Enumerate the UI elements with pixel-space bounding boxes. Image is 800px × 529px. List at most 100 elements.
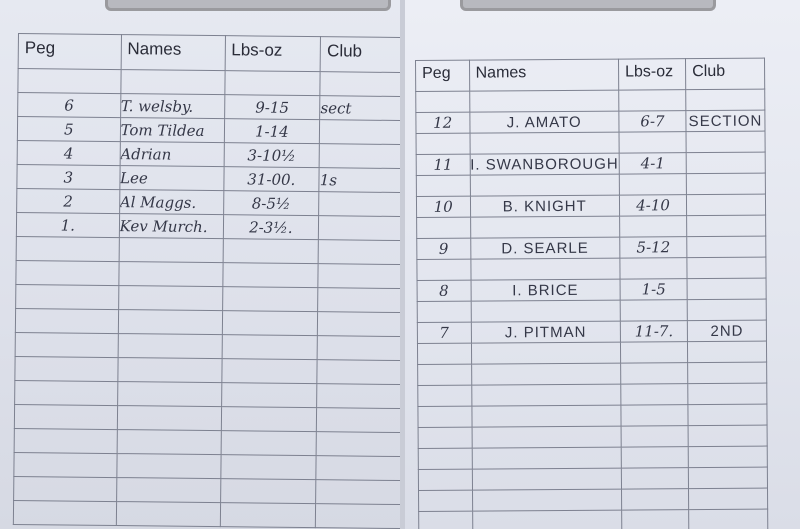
empty-cell bbox=[17, 68, 121, 94]
weight-cell: 9-15 bbox=[224, 94, 321, 120]
empty-cell bbox=[417, 385, 472, 407]
weight-cell: 1-5 bbox=[619, 278, 688, 301]
weight-cell: 5-12 bbox=[619, 236, 688, 259]
empty-cell bbox=[417, 364, 472, 386]
empty-cell bbox=[14, 356, 118, 382]
weight-cell: 1-14 bbox=[223, 118, 320, 144]
empty-cell bbox=[418, 427, 472, 449]
names-header: Names bbox=[469, 59, 619, 92]
empty-row bbox=[13, 500, 400, 529]
club-cell bbox=[319, 119, 400, 145]
empty-cell bbox=[618, 131, 687, 154]
weight-cell: 4-10 bbox=[619, 194, 687, 217]
empty-cell bbox=[469, 132, 620, 155]
empty-cell bbox=[472, 510, 622, 529]
peg-cell: 12 bbox=[415, 112, 470, 134]
empty-row bbox=[415, 89, 765, 113]
weight-cell: 6-7 bbox=[618, 110, 687, 133]
empty-row bbox=[416, 257, 767, 281]
empty-cell bbox=[621, 425, 689, 448]
empty-cell bbox=[621, 509, 689, 529]
empty-cell bbox=[220, 478, 317, 504]
empty-cell bbox=[317, 359, 400, 385]
empty-cell bbox=[469, 90, 619, 113]
empty-cell bbox=[619, 215, 687, 238]
club-cell bbox=[686, 236, 766, 258]
empty-cell bbox=[418, 469, 473, 491]
peg-cell: 10 bbox=[416, 196, 471, 218]
club-cell bbox=[319, 143, 400, 169]
empty-cell bbox=[317, 311, 400, 337]
empty-cell bbox=[220, 454, 317, 480]
empty-row bbox=[418, 425, 768, 449]
empty-cell bbox=[470, 258, 620, 281]
empty-cell bbox=[621, 467, 689, 490]
empty-cell bbox=[471, 468, 622, 491]
empty-row bbox=[418, 509, 768, 529]
empty-cell bbox=[13, 452, 117, 478]
empty-cell bbox=[471, 426, 622, 449]
empty-cell bbox=[318, 239, 400, 265]
club-cell bbox=[687, 278, 767, 300]
empty-cell bbox=[470, 216, 620, 239]
name-cell: Kev Murch. bbox=[118, 213, 224, 239]
empty-cell bbox=[688, 425, 768, 447]
peg-cell: 6 bbox=[17, 92, 121, 118]
club-header: Club bbox=[685, 58, 765, 90]
empty-cell bbox=[14, 428, 117, 454]
empty-cell bbox=[471, 384, 621, 407]
clipboard-clip bbox=[105, 0, 391, 11]
empty-cell bbox=[219, 502, 316, 528]
empty-cell bbox=[418, 511, 473, 529]
empty-cell bbox=[471, 447, 622, 470]
name-cell: Lee bbox=[119, 165, 224, 191]
empty-cell bbox=[416, 259, 471, 281]
name-cell: J. PITMAN bbox=[470, 321, 621, 344]
empty-cell bbox=[221, 334, 318, 360]
name-cell: Tom Tildea bbox=[119, 117, 225, 143]
table-row: 9 D. SEARLE 5-12 bbox=[416, 236, 766, 260]
empty-cell bbox=[317, 287, 400, 313]
club-cell bbox=[318, 191, 400, 217]
empty-row bbox=[416, 131, 766, 155]
empty-cell bbox=[417, 406, 472, 428]
empty-cell bbox=[315, 503, 400, 529]
empty-cell bbox=[117, 357, 222, 383]
empty-cell bbox=[115, 501, 221, 527]
empty-cell bbox=[16, 236, 119, 262]
name-cell: I. SWANBOROUGH bbox=[469, 153, 620, 176]
table-row: 7 J. PITMAN 11-7. 2ND bbox=[417, 320, 767, 344]
club-cell: 1s bbox=[319, 167, 400, 193]
weight-cell: 8-5½ bbox=[223, 190, 320, 216]
header-row: Peg Names Lbs-oz Club bbox=[415, 58, 765, 92]
table-row: 11 I. SWANBOROUGH 4-1 bbox=[416, 152, 766, 176]
empty-cell bbox=[418, 490, 473, 512]
empty-cell bbox=[224, 70, 321, 96]
names-header: Names bbox=[120, 34, 225, 71]
left-results-sheet: Peg Names Lbs-oz Club 6 T. welsby. 9-15 sec… bbox=[0, 0, 400, 529]
weight-cell: 3-10½ bbox=[223, 142, 320, 168]
empty-cell bbox=[688, 446, 768, 468]
empty-cell bbox=[118, 285, 223, 311]
header-row: Peg Names Lbs-oz Club bbox=[18, 33, 400, 73]
empty-cell bbox=[687, 362, 767, 384]
empty-cell bbox=[619, 173, 687, 196]
empty-cell bbox=[470, 300, 621, 323]
weight-cell: 4-1 bbox=[619, 152, 687, 175]
empty-row bbox=[417, 383, 767, 407]
empty-cell bbox=[685, 89, 765, 111]
empty-cell bbox=[620, 383, 689, 406]
empty-cell bbox=[688, 467, 768, 489]
peg-cell: 3 bbox=[16, 164, 120, 190]
empty-cell bbox=[117, 381, 222, 407]
empty-cell bbox=[687, 383, 767, 405]
peg-cell: 7 bbox=[417, 322, 471, 344]
weight-cell: 31-00. bbox=[223, 166, 320, 192]
empty-cell bbox=[687, 299, 767, 321]
name-cell: D. SEARLE bbox=[470, 237, 620, 260]
club-cell bbox=[318, 215, 400, 241]
peg-cell: 9 bbox=[416, 238, 471, 260]
empty-cell bbox=[317, 335, 400, 361]
empty-cell bbox=[416, 175, 470, 197]
empty-cell bbox=[471, 405, 622, 428]
